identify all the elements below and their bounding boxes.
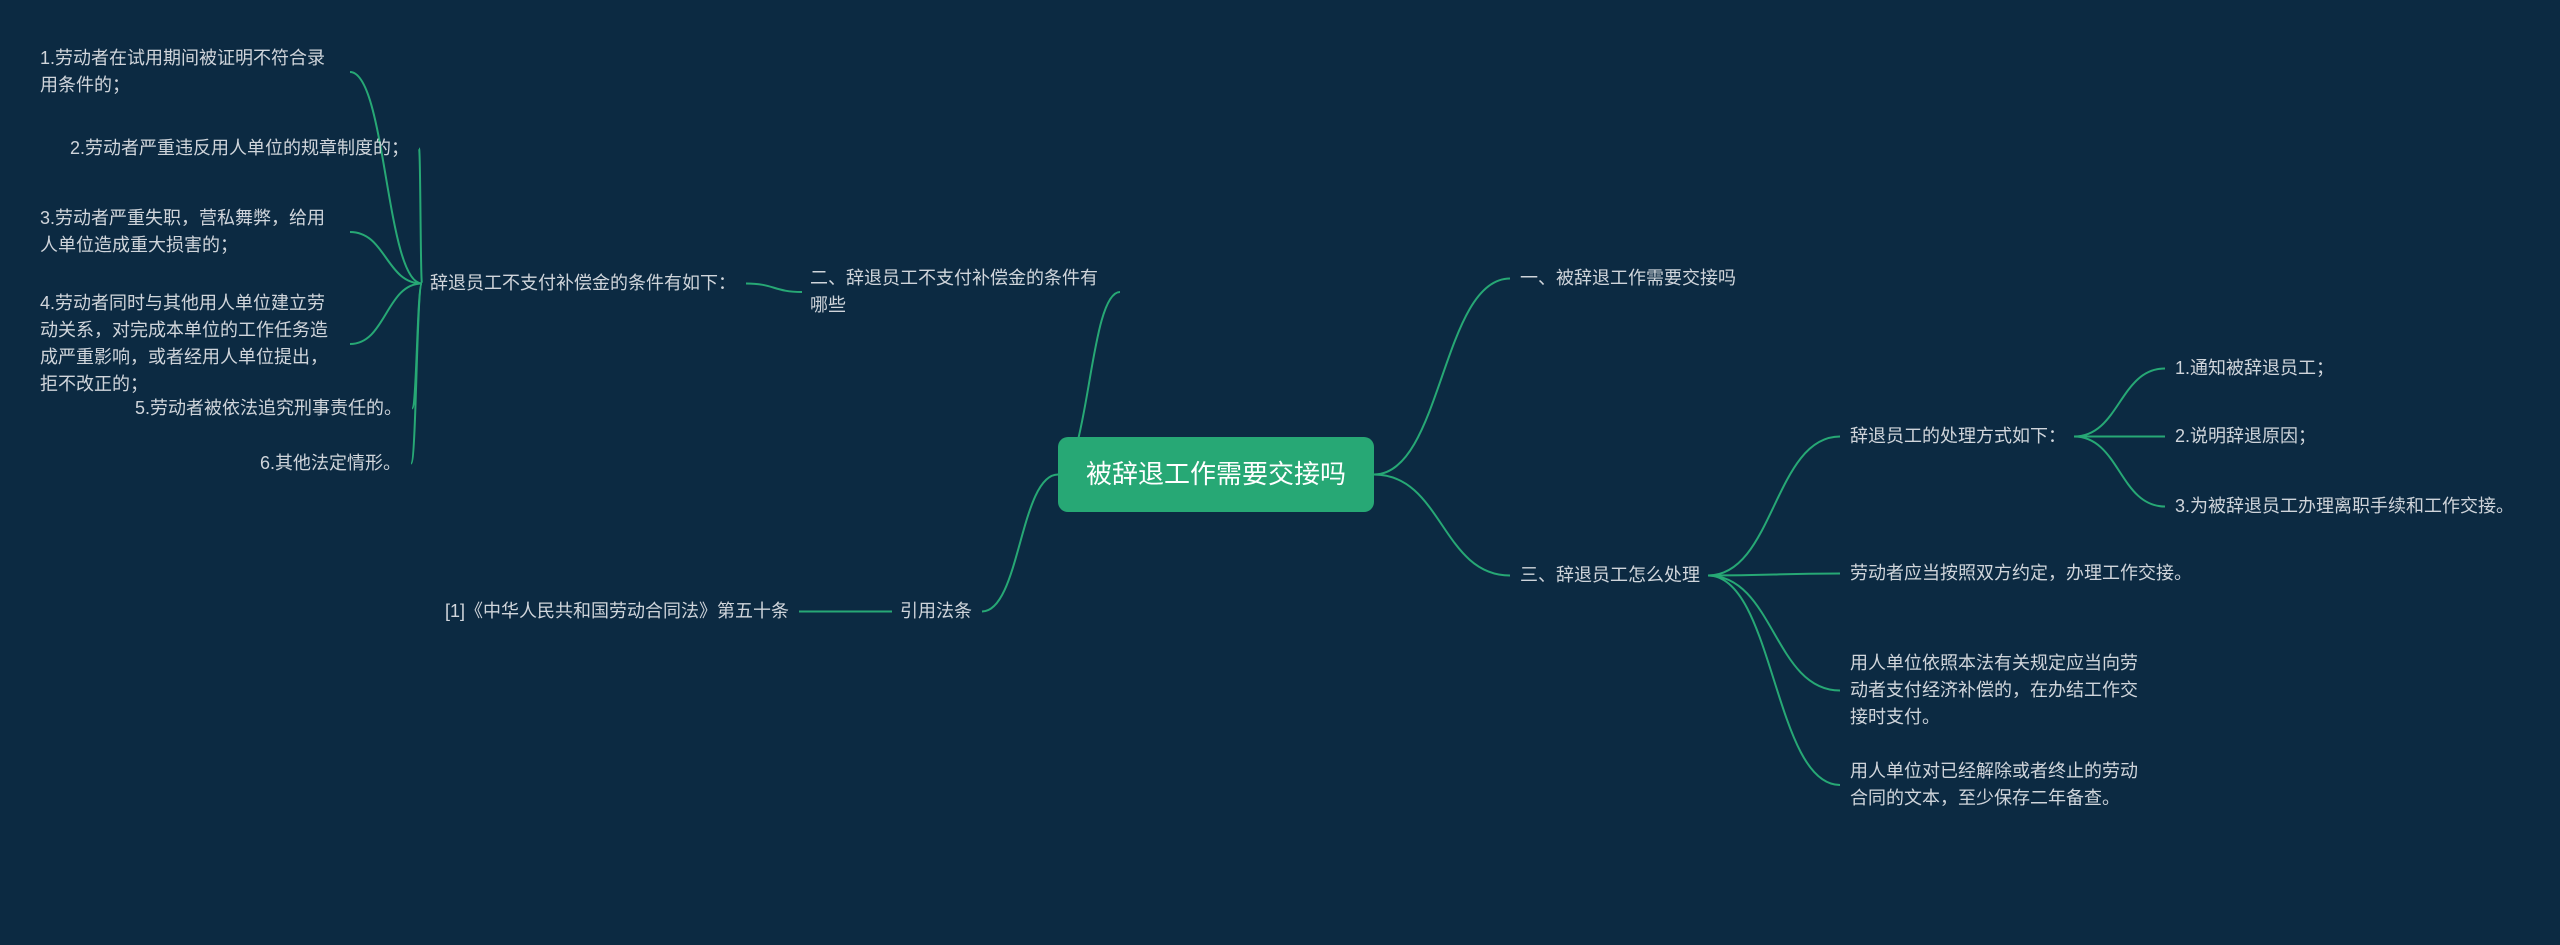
node-r3c2: 劳动者应当按照双方约定，办理工作交接。 bbox=[1850, 560, 2192, 587]
node-r3c4: 用人单位对已经解除或者终止的劳动合同的文本，至少保存二年备查。 bbox=[1850, 758, 2150, 812]
leaf-l2c1b: 2.劳动者严重违反用人单位的规章制度的； bbox=[70, 135, 409, 162]
node-l2c1: 辞退员工不支付补偿金的条件有如下： bbox=[430, 270, 736, 297]
leaf-l2c1c: 3.劳动者严重失职，营私舞弊，给用人单位造成重大损害的； bbox=[40, 205, 340, 259]
branch-r1: 一、被辞退工作需要交接吗 bbox=[1520, 265, 1736, 292]
branch-r3: 三、辞退员工怎么处理 bbox=[1520, 562, 1700, 589]
node-r3c3: 用人单位依照本法有关规定应当向劳动者支付经济补偿的，在办结工作交接时支付。 bbox=[1850, 650, 2150, 731]
leaf-l2c1e: 5.劳动者被依法追究刑事责任的。 bbox=[135, 395, 402, 422]
leaf-l2c1f: 6.其他法定情形。 bbox=[260, 450, 401, 477]
leaf-r3c1a: 1.通知被辞退员工； bbox=[2175, 355, 2334, 382]
branch-l2: 二、辞退员工不支付补偿金的条件有哪些 bbox=[810, 265, 1110, 319]
leaf-r3c1b: 2.说明辞退原因； bbox=[2175, 423, 2316, 450]
center-node: 被辞退工作需要交接吗 bbox=[1058, 437, 1374, 512]
leaf-l2c1a: 1.劳动者在试用期间被证明不符合录用条件的； bbox=[40, 45, 340, 99]
node-r3c1: 辞退员工的处理方式如下： bbox=[1850, 423, 2066, 450]
leaf-r3c1c: 3.为被辞退员工办理离职手续和工作交接。 bbox=[2175, 493, 2514, 520]
node-lrefc1: [1]《中华人民共和国劳动合同法》第五十条 bbox=[445, 598, 789, 625]
branch-lref: 引用法条 bbox=[900, 598, 972, 625]
leaf-l2c1d: 4.劳动者同时与其他用人单位建立劳动关系，对完成本单位的工作任务造成严重影响，或… bbox=[40, 290, 340, 398]
